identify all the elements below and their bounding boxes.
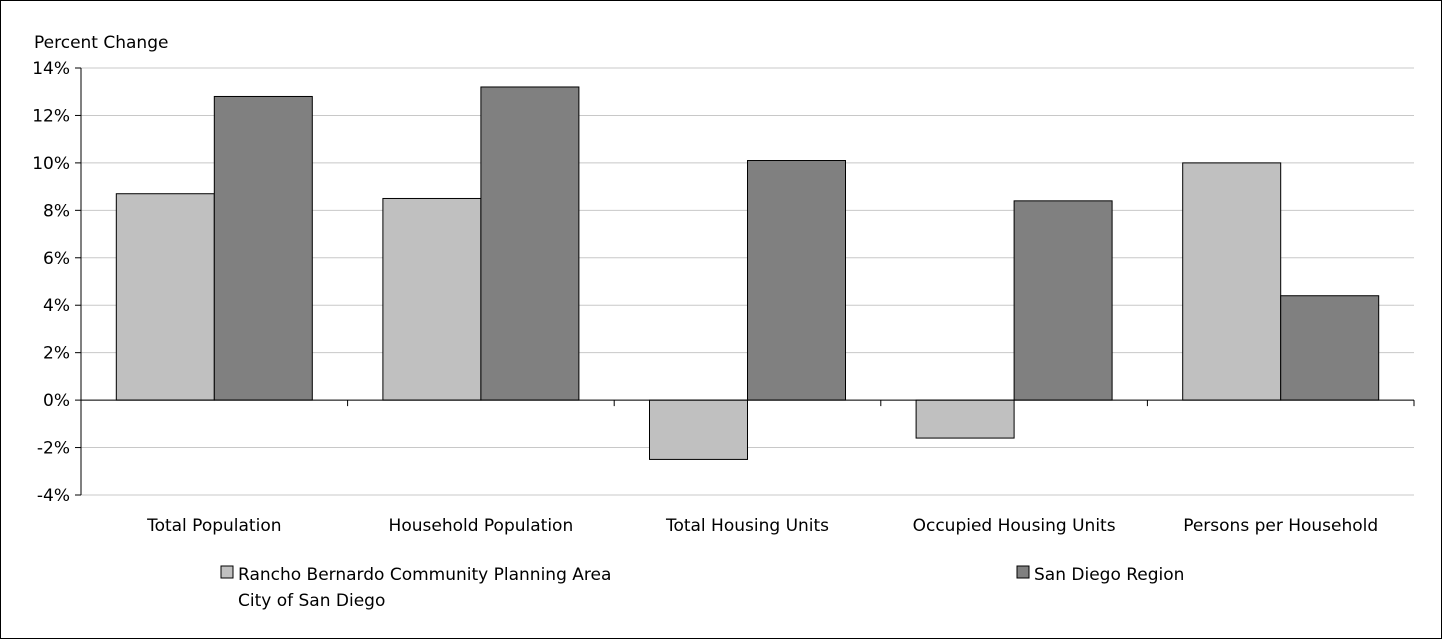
bar <box>747 160 846 401</box>
bar <box>649 399 748 460</box>
legend-label-series-1-line-2: City of San Diego <box>238 591 385 611</box>
x-category-label: Total Housing Units <box>665 516 829 536</box>
y-tick-label: 10% <box>32 154 70 174</box>
bar <box>480 86 580 401</box>
legend: Rancho Bernardo Community Planning Area … <box>220 565 1184 611</box>
legend-swatch-series-2 <box>1016 565 1030 579</box>
bar <box>115 193 215 401</box>
x-category-label: Occupied Housing Units <box>913 516 1116 536</box>
y-tick-label: 0% <box>43 391 70 411</box>
y-tick-label: -2% <box>37 439 70 459</box>
x-axis-categories: Total Population Household Population Tota… <box>146 516 1378 536</box>
y-tick-label: 6% <box>43 249 70 269</box>
bar <box>1182 162 1282 401</box>
y-tick-label: 14% <box>32 59 70 79</box>
y-tick-label: -4% <box>37 486 70 506</box>
legend-label-series-1: Rancho Bernardo Community Planning Area <box>238 565 611 585</box>
x-category-label: Persons per Household <box>1183 516 1378 536</box>
y-tick-label: 4% <box>43 296 70 316</box>
bar <box>382 197 482 401</box>
legend-swatch-series-1 <box>220 565 234 579</box>
bars <box>115 86 1380 460</box>
legend-label-series-2: San Diego Region <box>1034 565 1184 585</box>
x-category-label: Total Population <box>146 516 281 536</box>
bar <box>1013 200 1113 401</box>
y-tick-label: 12% <box>32 106 70 126</box>
y-axis-ticks: -4% -2% 0% 2% 4% 6% 8% 10% 12% 14% <box>32 59 81 506</box>
axes <box>80 68 1415 495</box>
bar <box>1280 295 1380 401</box>
y-tick-label: 8% <box>43 201 70 221</box>
bar <box>915 399 1015 439</box>
y-tick-label: 2% <box>43 344 70 364</box>
x-category-label: Household Population <box>389 516 574 536</box>
bar <box>213 95 313 401</box>
y-axis-label: Percent Change <box>34 33 168 53</box>
